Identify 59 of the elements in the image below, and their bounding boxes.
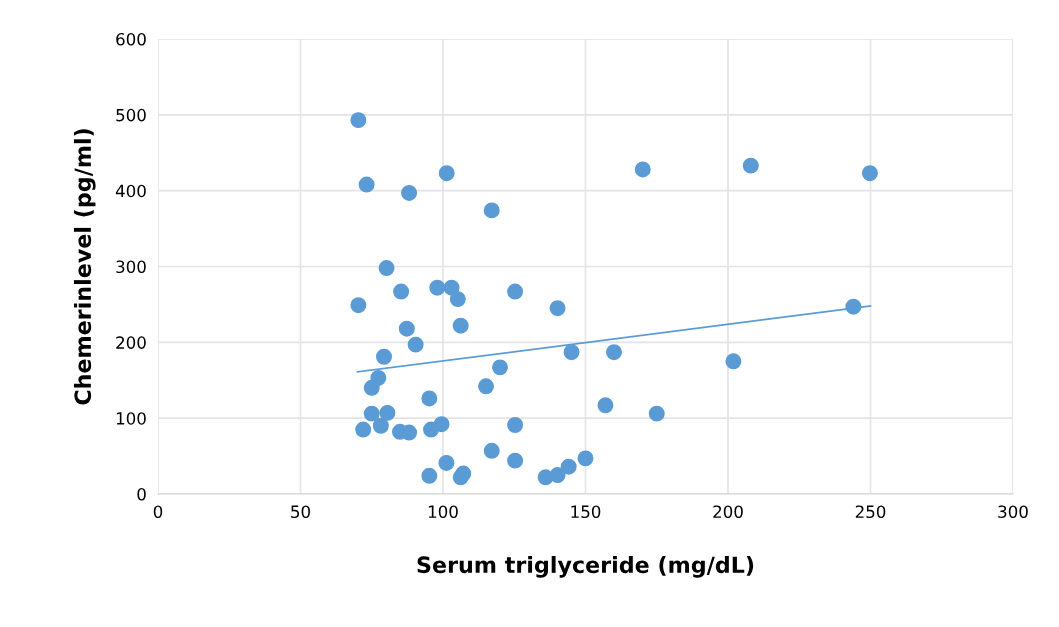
point (363, 405, 380, 422)
point (577, 450, 594, 467)
y-tick-label: 500 (116, 108, 146, 122)
point (478, 378, 495, 395)
point (350, 297, 367, 314)
point (648, 405, 665, 422)
point (452, 317, 469, 334)
point (606, 344, 622, 361)
point (492, 359, 508, 376)
point (560, 458, 577, 475)
point (372, 417, 389, 434)
point (421, 390, 438, 407)
point (376, 348, 392, 365)
x-tick-label: 200 (713, 505, 743, 519)
y-tick-label: 0 (137, 487, 146, 501)
y-axis-title: Chemerinlevel (pg/ml) (73, 129, 96, 405)
point (398, 320, 415, 337)
y-tick-label: 200 (116, 336, 146, 349)
point (393, 283, 410, 300)
point (483, 442, 500, 459)
point (358, 176, 375, 193)
y-tick-label: 300 (116, 260, 146, 274)
x-tick-label: 100 (428, 505, 458, 519)
x-tick-label: 50 (291, 505, 310, 519)
x-tick-label: 300 (998, 505, 1028, 519)
point (483, 202, 500, 219)
point (363, 379, 380, 396)
point (549, 467, 566, 484)
y-tick-label: 600 (116, 32, 146, 46)
point (433, 416, 450, 433)
point (350, 112, 367, 129)
point (507, 452, 524, 469)
point (379, 404, 396, 421)
point (634, 161, 651, 178)
point (449, 291, 466, 308)
point (378, 260, 395, 276)
point (597, 397, 614, 414)
x-tick-label: 0 (153, 505, 163, 519)
x-tick-label: 150 (571, 505, 601, 519)
point (421, 467, 438, 484)
point (429, 279, 446, 296)
point (549, 300, 566, 317)
point (407, 336, 424, 353)
point (452, 469, 469, 486)
point (507, 417, 524, 433)
y-tick-label: 400 (115, 184, 146, 198)
point (725, 353, 742, 370)
point (438, 454, 455, 471)
point (401, 184, 418, 201)
point (563, 344, 580, 361)
point (438, 165, 455, 182)
point (742, 157, 759, 174)
point (845, 298, 862, 315)
x-tick-label: 250 (855, 505, 886, 519)
x-axis-title: Serum triglyceride (mg/dL) (417, 555, 754, 578)
y-tick-label: 100 (116, 412, 146, 425)
point (507, 283, 524, 300)
point (861, 165, 878, 182)
point (355, 421, 372, 438)
